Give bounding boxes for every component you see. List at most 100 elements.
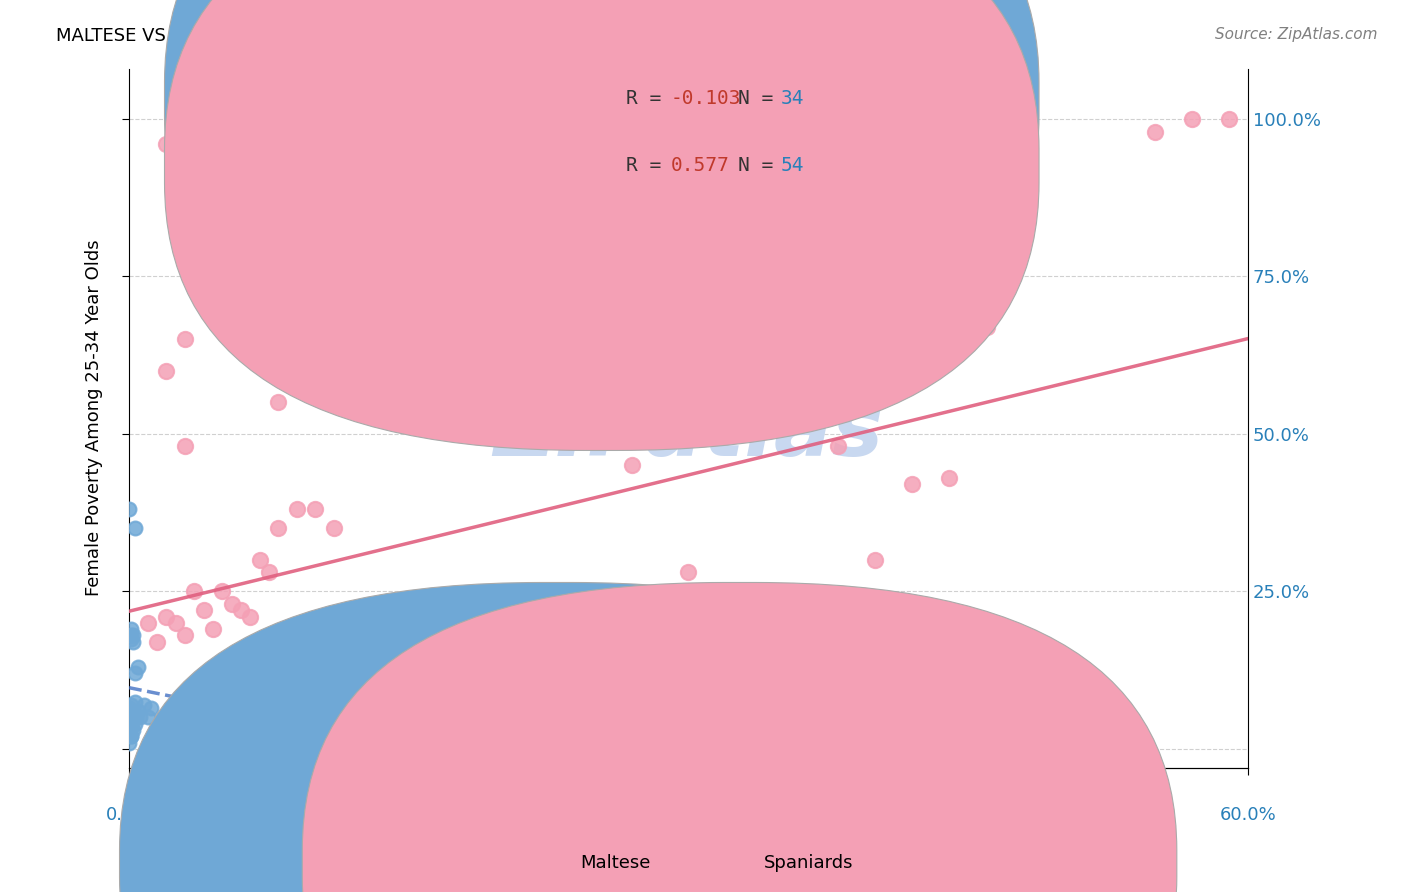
Point [491,628,513,642]
Point [472,622,495,636]
Point [120,729,142,743]
Text: 60.0%: 60.0% [1219,806,1277,824]
Text: 34: 34 [780,88,804,108]
Point [323,521,346,535]
Point [120,714,142,728]
Point [378,615,401,630]
Point [221,597,243,611]
Point [621,458,644,473]
Point [257,566,280,580]
Text: ZIPatlas: ZIPatlas [494,391,883,474]
Text: Maltese: Maltese [581,855,651,872]
Point [249,319,271,334]
Point [127,660,149,674]
Point [770,395,793,409]
Point [155,137,177,152]
Point [118,704,141,718]
Point [174,628,197,642]
Text: Spaniards: Spaniards [763,855,853,872]
Point [714,691,737,706]
Point [434,603,457,617]
Point [267,395,290,409]
Point [211,679,233,693]
Point [398,648,420,662]
Point [118,701,141,715]
Point [124,695,146,709]
Point [118,735,141,749]
Point [127,704,149,718]
Point [342,723,364,737]
Point [565,666,588,681]
Point [529,615,551,630]
Point [239,609,262,624]
Point [120,632,142,646]
Point [229,603,252,617]
Point [129,710,152,724]
Point [174,332,197,346]
Point [863,553,886,567]
Point [120,716,142,731]
Point [976,319,998,334]
Point [155,609,177,624]
Point [342,615,364,630]
Point [416,634,439,648]
Point [239,710,262,724]
Text: 0.0%: 0.0% [107,806,152,824]
Point [267,521,290,535]
Point [174,440,197,454]
Point [901,477,924,491]
Point [118,502,141,516]
Point [120,704,142,718]
Point [132,698,155,712]
Point [249,553,271,567]
Point [360,634,382,648]
Point [678,566,700,580]
Point [640,426,662,441]
Point [193,603,215,617]
Point [124,716,146,731]
Point [547,603,569,617]
Point [304,502,326,516]
Point [603,591,626,605]
Text: MALTESE VS SPANIARD FEMALE POVERTY AMONG 25-34 YEAR OLDS CORRELATION CHART: MALTESE VS SPANIARD FEMALE POVERTY AMONG… [56,27,869,45]
Point [136,710,159,724]
Point [136,615,159,630]
Point [121,707,143,722]
Text: 54: 54 [780,155,804,175]
Text: -0.103: -0.103 [671,88,741,108]
Point [183,584,205,599]
Point [938,471,960,485]
Point [285,502,308,516]
Point [453,628,475,642]
Point [155,364,177,378]
Y-axis label: Female Poverty Among 25-34 Year Olds: Female Poverty Among 25-34 Year Olds [86,240,103,597]
Point [1181,112,1204,126]
Text: 0.577: 0.577 [671,155,730,175]
Point [211,584,233,599]
Point [120,622,142,636]
Text: N =: N = [738,88,785,108]
Point [125,710,148,724]
Point [121,628,143,642]
Point [124,521,146,535]
Text: R =: R = [626,88,672,108]
Text: Source: ZipAtlas.com: Source: ZipAtlas.com [1215,27,1378,42]
Point [120,698,142,712]
Point [120,720,142,734]
Point [509,622,531,636]
Point [121,723,143,737]
Point [416,739,439,753]
Point [1218,112,1240,126]
Point [146,634,169,648]
Text: N =: N = [738,155,785,175]
Point [827,440,849,454]
Point [1143,124,1166,138]
Point [121,634,143,648]
Point [201,622,224,636]
Point [118,704,141,718]
Point [120,628,142,642]
Point [165,615,187,630]
Point [120,729,142,743]
Text: R =: R = [626,155,672,175]
Point [583,603,606,617]
